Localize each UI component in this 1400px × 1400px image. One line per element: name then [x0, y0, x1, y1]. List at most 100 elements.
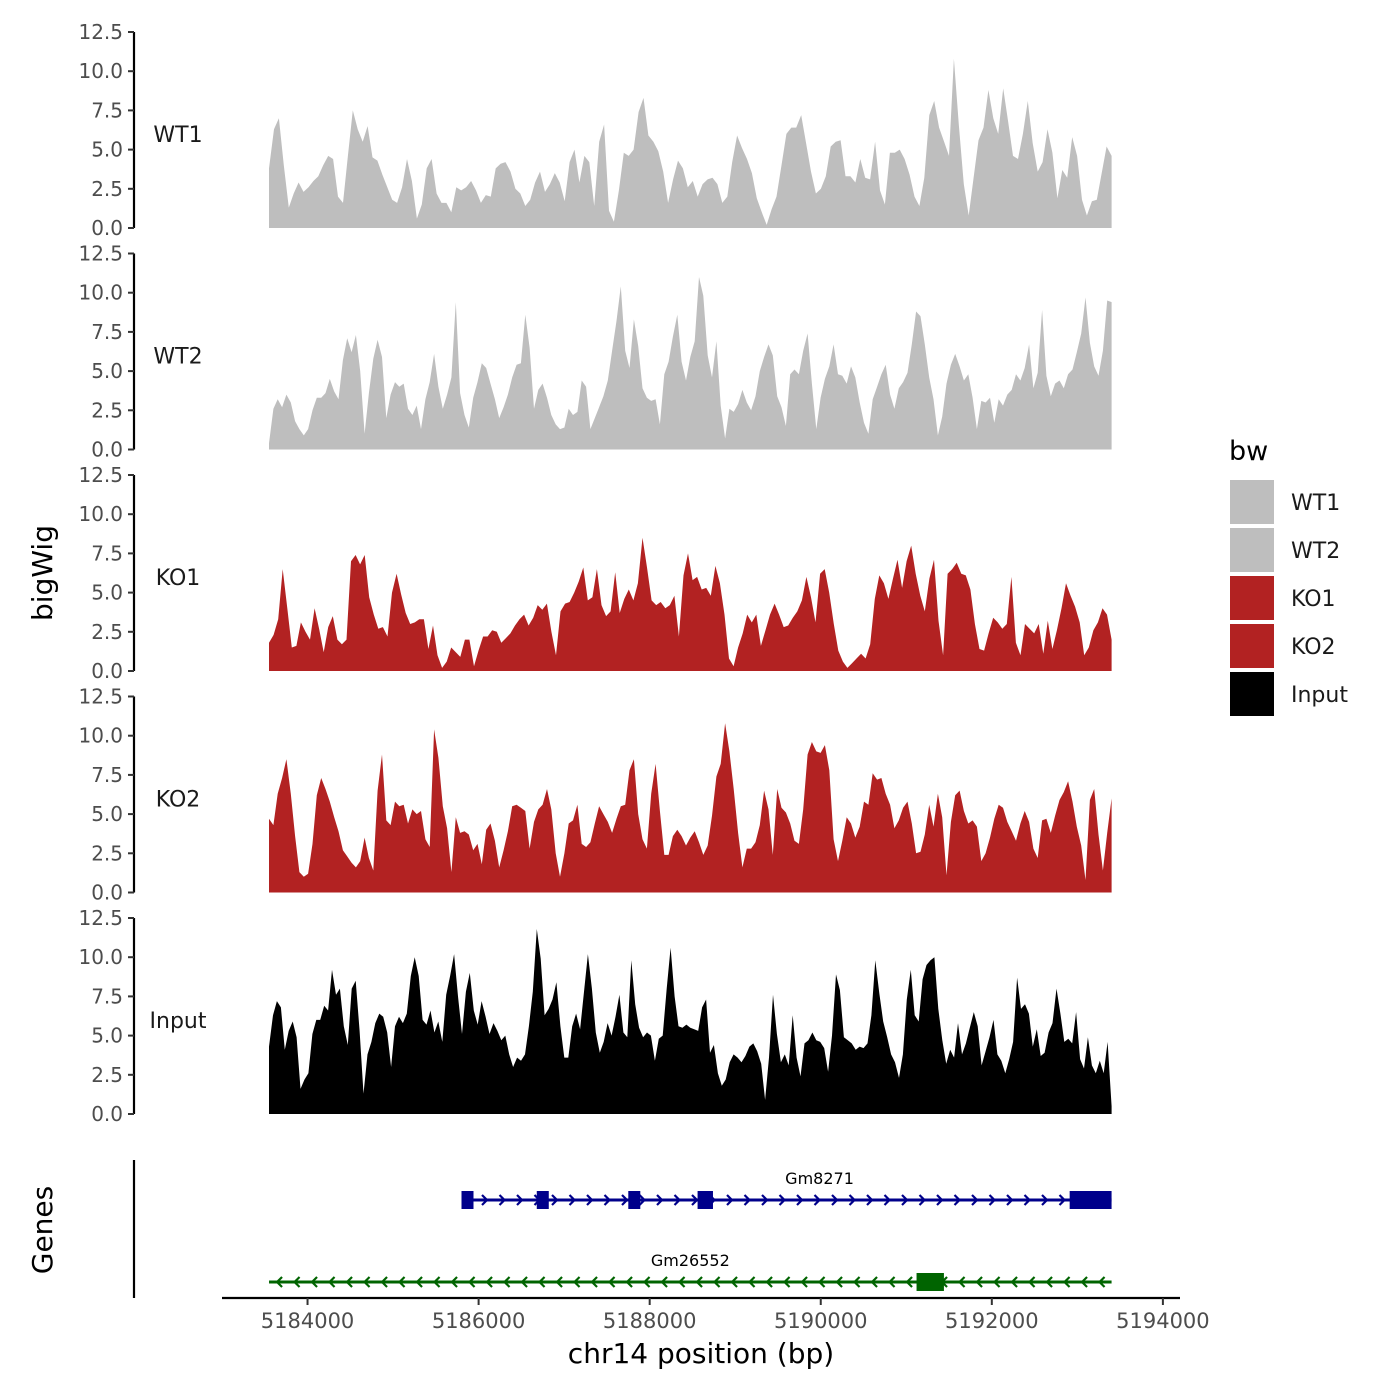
strand-chevron: [568, 1194, 577, 1206]
strand-chevron: [1027, 1276, 1036, 1288]
x-tick-label: 5192000: [945, 1309, 1039, 1333]
y-tick-label: 10.0: [78, 724, 123, 748]
strand-chevron: [292, 1276, 301, 1288]
strand-chevron: [537, 1276, 546, 1288]
y-tick-label: 5.0: [91, 581, 123, 605]
y-tick-label: 12.5: [78, 685, 123, 709]
strand-chevron: [642, 1276, 651, 1288]
exon-block: [536, 1191, 549, 1209]
signal-area-ko2: [269, 723, 1112, 893]
legend-swatch-wt2: [1230, 528, 1274, 572]
strand-chevron: [467, 1276, 476, 1288]
strand-chevron: [1080, 1276, 1088, 1288]
strand-chevron: [502, 1276, 511, 1288]
strand-chevron: [638, 1194, 647, 1206]
strand-chevron: [870, 1276, 878, 1288]
x-tick-label: 5184000: [261, 1309, 355, 1333]
strand-chevron: [586, 1194, 594, 1206]
y-tick-label: 7.5: [91, 98, 123, 122]
strand-chevron: [1010, 1276, 1018, 1288]
strand-chevron: [621, 1194, 629, 1206]
y-tick-label: 5.0: [91, 802, 123, 826]
strand-chevron: [817, 1276, 826, 1288]
strand-chevron: [778, 1194, 787, 1206]
strand-chevron: [761, 1194, 769, 1206]
legend-swatch-ko2: [1230, 624, 1274, 668]
strand-chevron: [813, 1194, 822, 1206]
legend-label-input: Input: [1291, 683, 1348, 708]
strand-chevron: [380, 1276, 388, 1288]
strand-chevron: [852, 1276, 861, 1288]
strand-chevron: [1058, 1194, 1067, 1206]
strand-chevron: [883, 1194, 892, 1206]
gene-panel-label: Genes: [26, 1186, 59, 1274]
strand-chevron: [695, 1276, 703, 1288]
track-label-wt1: WT1: [153, 123, 202, 148]
strand-chevron: [415, 1276, 423, 1288]
strand-chevron: [992, 1276, 1001, 1288]
y-tick-label: 10.0: [78, 945, 123, 969]
strand-chevron: [901, 1194, 909, 1206]
strand-chevron: [887, 1276, 896, 1288]
legend-label-wt1: WT1: [1291, 491, 1340, 516]
strand-chevron: [975, 1276, 983, 1288]
y-tick-label: 2.5: [91, 841, 123, 865]
strand-chevron: [673, 1194, 682, 1206]
strand-chevron: [603, 1194, 612, 1206]
strand-chevron: [362, 1276, 371, 1288]
strand-chevron: [520, 1276, 528, 1288]
signal-area-wt1: [269, 58, 1112, 229]
strand-chevron: [345, 1276, 353, 1288]
strand-chevron: [572, 1276, 581, 1288]
y-tick-label: 0.0: [91, 438, 123, 462]
strand-chevron: [835, 1276, 843, 1288]
strand-chevron: [498, 1194, 507, 1206]
strand-chevron: [625, 1276, 633, 1288]
strand-chevron: [275, 1276, 283, 1288]
legend-swatch-input: [1230, 672, 1274, 716]
y-tick-label: 0.0: [91, 1102, 123, 1126]
strand-chevron: [1045, 1276, 1053, 1288]
strand-chevron: [551, 1194, 559, 1206]
strand-chevron: [957, 1276, 966, 1288]
strand-chevron: [310, 1276, 318, 1288]
exon-block: [1069, 1191, 1112, 1209]
strand-chevron: [590, 1276, 598, 1288]
strand-chevron: [918, 1194, 927, 1206]
exon-block: [461, 1191, 474, 1209]
legend-label-ko2: KO2: [1291, 635, 1336, 660]
y-tick-label: 0.0: [91, 216, 123, 240]
track-label-input: Input: [150, 1009, 207, 1034]
strand-chevron: [1062, 1276, 1071, 1288]
x-tick-label: 5186000: [432, 1309, 526, 1333]
strand-chevron: [656, 1194, 664, 1206]
x-tick-label: 5190000: [774, 1309, 868, 1333]
strand-chevron: [481, 1194, 489, 1206]
signal-area-input: [269, 929, 1112, 1114]
strand-chevron: [730, 1276, 738, 1288]
legend-label-ko1: KO1: [1291, 587, 1336, 612]
strand-chevron: [988, 1194, 997, 1206]
strand-chevron: [747, 1276, 756, 1288]
strand-chevron: [831, 1194, 839, 1206]
strand-chevron: [327, 1276, 336, 1288]
y-tick-label: 2.5: [91, 1063, 123, 1087]
legend-label-wt2: WT2: [1291, 539, 1340, 564]
y-tick-label: 5.0: [91, 138, 123, 162]
y-tick-label: 0.0: [91, 881, 123, 905]
y-tick-label: 12.5: [78, 906, 123, 930]
strand-chevron: [677, 1276, 686, 1288]
strand-chevron: [432, 1276, 441, 1288]
strand-chevron: [516, 1194, 524, 1206]
strand-chevron: [450, 1276, 458, 1288]
strand-chevron: [485, 1276, 493, 1288]
y-tick-label: 2.5: [91, 620, 123, 644]
y-tick-label: 10.0: [78, 59, 123, 83]
strand-chevron: [1041, 1194, 1049, 1206]
strand-chevron: [712, 1276, 721, 1288]
y-tick-label: 7.5: [91, 763, 123, 787]
strand-chevron: [800, 1276, 808, 1288]
y-tick-label: 10.0: [78, 281, 123, 305]
y-tick-label: 7.5: [91, 320, 123, 344]
